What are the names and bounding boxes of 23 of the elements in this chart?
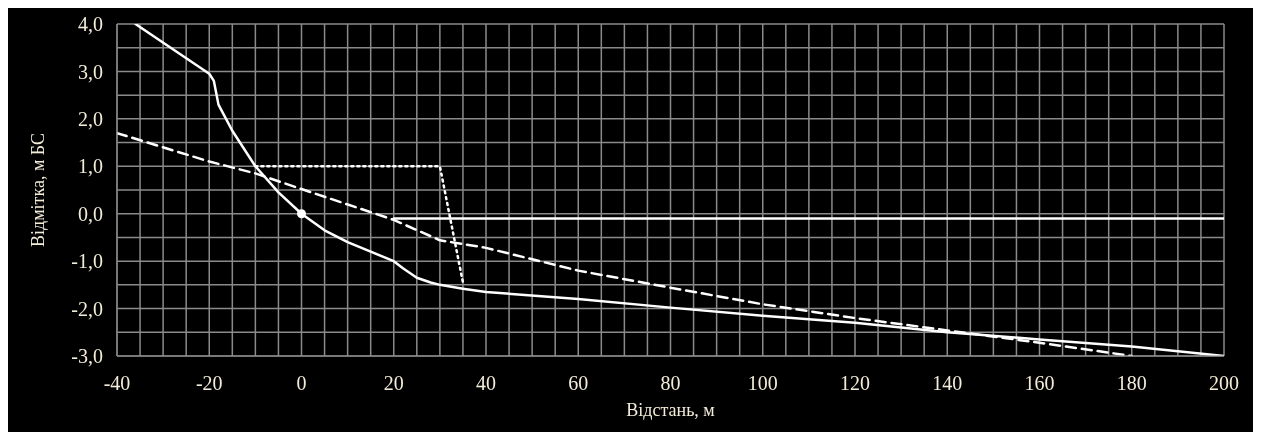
y-tick-label: -2,0 (71, 297, 103, 320)
x-tick-label: 180 (1116, 372, 1147, 395)
y-tick-label: 1,0 (78, 155, 103, 178)
x-tick-label: -20 (195, 372, 223, 395)
x-tick-label: 160 (1024, 372, 1055, 395)
x-tick-label: 200 (1209, 372, 1239, 395)
x-tick-label: 120 (840, 372, 870, 395)
y-tick-label: 4,0 (78, 13, 103, 36)
y-axis-title: Відмітка, м БС (28, 133, 49, 247)
x-tick-label: 80 (660, 372, 681, 395)
y-tick-label: 2,0 (78, 107, 103, 130)
x-tick-label: 20 (383, 372, 404, 395)
x-tick-label: 140 (932, 372, 963, 395)
y-tick-label: -3,0 (71, 345, 103, 368)
x-tick-label: 100 (747, 372, 778, 395)
x-tick-label: 60 (568, 372, 589, 395)
y-tick-label: 3,0 (78, 60, 103, 83)
x-axis-title: Відстань, м (626, 400, 715, 420)
x-tick-label: 40 (476, 372, 496, 395)
y-tick-label: -1,0 (71, 250, 103, 273)
y-tick-label: 0,0 (78, 202, 103, 225)
x-tick-label: 0 (296, 372, 307, 395)
x-tick-label: -40 (103, 372, 131, 395)
